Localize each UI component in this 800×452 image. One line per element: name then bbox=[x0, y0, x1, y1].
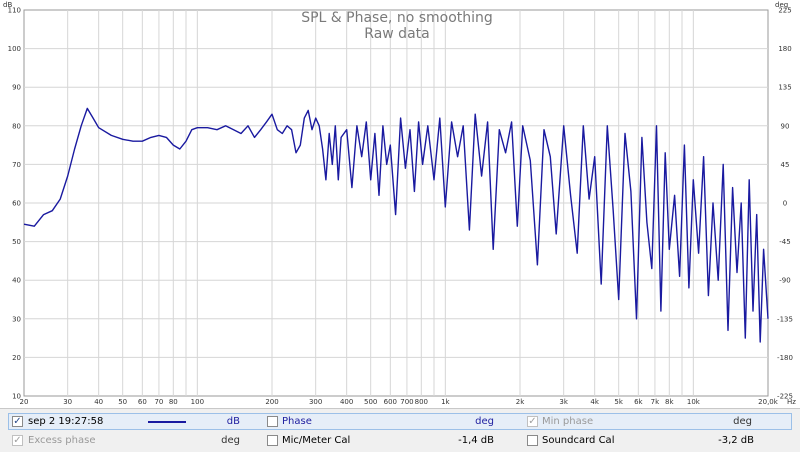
x-tick-label: 70 bbox=[154, 398, 163, 406]
y-tick-label: 110 bbox=[8, 7, 21, 15]
x-axis-unit: Hz bbox=[787, 398, 796, 406]
x-tick-label: 300 bbox=[309, 398, 322, 406]
x-tick-label: 200 bbox=[265, 398, 278, 406]
x-tick-label: 600 bbox=[384, 398, 397, 406]
min-phase-checkbox[interactable]: ✓ bbox=[527, 416, 538, 427]
y2-tick-label: -225 bbox=[777, 393, 793, 401]
measurement-unit: dB bbox=[226, 416, 240, 427]
legend-panel: ✓ sep 2 19:27:58 dB Phase deg ✓ Min phas… bbox=[0, 408, 800, 452]
soundcard-cal-value: -3,2 dB bbox=[718, 435, 754, 446]
x-tick-label: 5k bbox=[614, 398, 623, 406]
spl-series-line bbox=[23, 107, 769, 343]
x-tick-label: 400 bbox=[340, 398, 353, 406]
y2-tick-label: -135 bbox=[777, 315, 793, 323]
y2-tick-label: 45 bbox=[781, 161, 790, 169]
x-tick-label: 3k bbox=[559, 398, 568, 406]
right-axis-unit: deg bbox=[775, 1, 788, 9]
soundcard-cal-label: Soundcard Cal bbox=[542, 435, 615, 446]
x-tick-label: 20 bbox=[20, 398, 29, 406]
y-tick-label: 20 bbox=[12, 354, 21, 362]
y-tick-label: 80 bbox=[12, 122, 21, 130]
x-tick-label: 800 bbox=[415, 398, 428, 406]
phase-unit: deg bbox=[475, 416, 494, 427]
measurement-line-swatch bbox=[148, 421, 186, 423]
y-tick-label: 40 bbox=[12, 277, 21, 285]
x-tick-label: 20,0k bbox=[758, 398, 779, 406]
x-tick-label: 100 bbox=[191, 398, 204, 406]
x-tick-label: 7k bbox=[651, 398, 660, 406]
excess-phase-unit: deg bbox=[221, 435, 240, 446]
excess-phase-label: Excess phase bbox=[28, 435, 96, 446]
x-axis-ticks: 20 30 40 50 60 70 80 100 200 300 400 500 600 700 800 1k… bbox=[20, 398, 779, 406]
y-tick-label: 50 bbox=[12, 238, 21, 246]
x-tick-label: 10k bbox=[687, 398, 701, 406]
mic-cal-checkbox[interactable] bbox=[267, 435, 278, 446]
y2-axis-ticks: 225 180 135 90 45 0 -45 -90 -135 -180 -225 bbox=[777, 7, 793, 401]
y2-tick-label: -45 bbox=[779, 238, 790, 246]
legend-row-calibration: ✓ Excess phase deg Mic/Meter Cal -1,4 dB… bbox=[8, 432, 792, 450]
y2-tick-label: 135 bbox=[778, 84, 791, 92]
y-tick-label: 70 bbox=[12, 161, 21, 169]
y-tick-label: 60 bbox=[12, 200, 21, 208]
y2-tick-label: -90 bbox=[779, 277, 790, 285]
x-tick-label: 700 bbox=[400, 398, 413, 406]
y-tick-label: 100 bbox=[8, 45, 21, 53]
mic-cal-label: Mic/Meter Cal bbox=[282, 435, 351, 446]
measurement-label: sep 2 19:27:58 bbox=[28, 416, 104, 427]
x-tick-label: 2k bbox=[516, 398, 525, 406]
y2-tick-label: 180 bbox=[778, 45, 791, 53]
min-phase-unit: deg bbox=[733, 416, 752, 427]
x-tick-label: 6k bbox=[634, 398, 643, 406]
chart-grid bbox=[23, 9, 769, 397]
plot-area bbox=[23, 107, 769, 343]
phase-label: Phase bbox=[282, 416, 312, 427]
soundcard-cal-checkbox[interactable] bbox=[527, 435, 538, 446]
measurement-checkbox[interactable]: ✓ bbox=[12, 416, 23, 427]
measurement-row-highlight[interactable] bbox=[8, 413, 792, 430]
x-tick-label: 4k bbox=[590, 398, 599, 406]
x-tick-label: 1k bbox=[441, 398, 450, 406]
y2-tick-label: 225 bbox=[778, 7, 791, 15]
y-tick-label: 30 bbox=[12, 315, 21, 323]
y2-tick-label: -180 bbox=[777, 354, 793, 362]
x-tick-label: 30 bbox=[63, 398, 72, 406]
chart-subtitle: Raw data bbox=[364, 26, 429, 42]
y2-tick-label: 0 bbox=[783, 200, 787, 208]
x-tick-label: 60 bbox=[138, 398, 147, 406]
legend-row-measurement: ✓ sep 2 19:27:58 dB Phase deg ✓ Min phas… bbox=[8, 413, 792, 431]
x-tick-label: 80 bbox=[169, 398, 178, 406]
chart-title: SPL & Phase, no smoothing bbox=[301, 10, 493, 26]
y2-tick-label: 90 bbox=[781, 122, 790, 130]
left-axis-unit: dB bbox=[3, 1, 12, 9]
excess-phase-checkbox[interactable]: ✓ bbox=[12, 435, 23, 446]
x-tick-label: 8k bbox=[665, 398, 674, 406]
y-tick-label: 90 bbox=[12, 84, 21, 92]
x-tick-label: 50 bbox=[118, 398, 127, 406]
y-axis-ticks: 110 100 90 80 70 60 50 40 30 20 10 bbox=[8, 7, 21, 401]
x-tick-label: 500 bbox=[364, 398, 377, 406]
min-phase-label: Min phase bbox=[542, 416, 594, 427]
mic-cal-value: -1,4 dB bbox=[458, 435, 494, 446]
x-tick-label: 40 bbox=[94, 398, 103, 406]
y-tick-label: 10 bbox=[12, 393, 21, 401]
phase-checkbox[interactable] bbox=[267, 416, 278, 427]
spl-chart: 20 30 40 50 60 70 80 100 200 300 400 500 600 700 800 1k… bbox=[3, 1, 796, 406]
